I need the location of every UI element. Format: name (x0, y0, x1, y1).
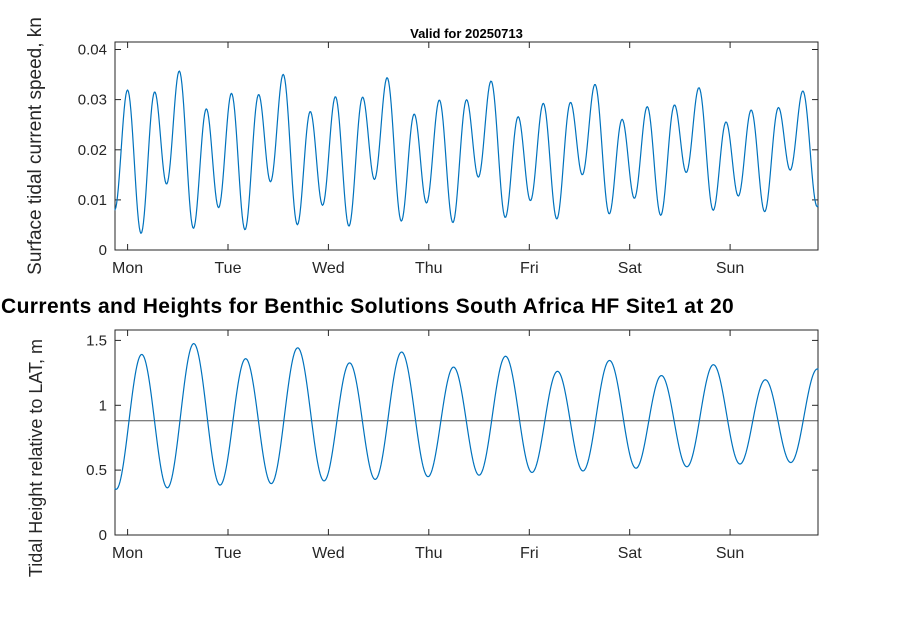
axes-box (114, 41, 819, 251)
top-chart-ylabel: Surface tidal current speed, kn (25, 17, 46, 275)
x-tick-label: Mon (112, 260, 143, 277)
y-tick-label: 0.02 (78, 142, 107, 159)
top-chart: Mon Tue Wed Thu Fri Sat Sun 0 0.01 0.02 0.03 0.04 (78, 41, 819, 277)
x-tick-label: Tue (215, 260, 242, 277)
series-line-tidal-height-m (114, 342, 819, 490)
x-tick-label: Sat (618, 545, 643, 562)
bottom-chart: Mon Tue Wed Thu Fri Sat Sun 0 0.5 1 1.5 (86, 329, 819, 562)
y-tick-label: 0.01 (78, 192, 107, 209)
y-tick-label: 0.03 (78, 92, 107, 109)
y-tick-label: 0.04 (78, 42, 107, 59)
y-tick-label: 0 (99, 242, 107, 259)
axes-box (114, 329, 819, 536)
x-tick-label: Wed (312, 260, 345, 277)
top-chart-title: Valid for 20250713 (410, 26, 523, 41)
y-tick-label: 1 (99, 397, 107, 414)
figure-canvas: Mon Tue Wed Thu Fri Sat Sun 0 0.01 0.02 0.03 0.04 M… (78, 41, 819, 562)
series-line-surface-tidal-current-speed-kn (114, 70, 819, 234)
y-tick-label: 0 (99, 527, 107, 544)
figure-main-title: Currents and Heights for Benthic Solutio… (1, 295, 735, 318)
x-tick-label: Sat (618, 260, 643, 277)
x-tick-label: Fri (520, 545, 539, 562)
x-tick-label: Sun (716, 260, 744, 277)
y-tick-label: 1.5 (86, 332, 107, 349)
x-tick-label: Thu (415, 260, 443, 277)
x-tick-label: Wed (312, 545, 345, 562)
x-tick-label: Sun (716, 545, 744, 562)
x-tick-label: Tue (215, 545, 242, 562)
y-tick-label: 0.5 (86, 462, 107, 479)
x-tick-label: Fri (520, 260, 539, 277)
x-tick-label: Thu (415, 545, 443, 562)
x-tick-label: Mon (112, 545, 143, 562)
bottom-chart-ylabel: Tidal Height relative to LAT, m (26, 338, 46, 578)
